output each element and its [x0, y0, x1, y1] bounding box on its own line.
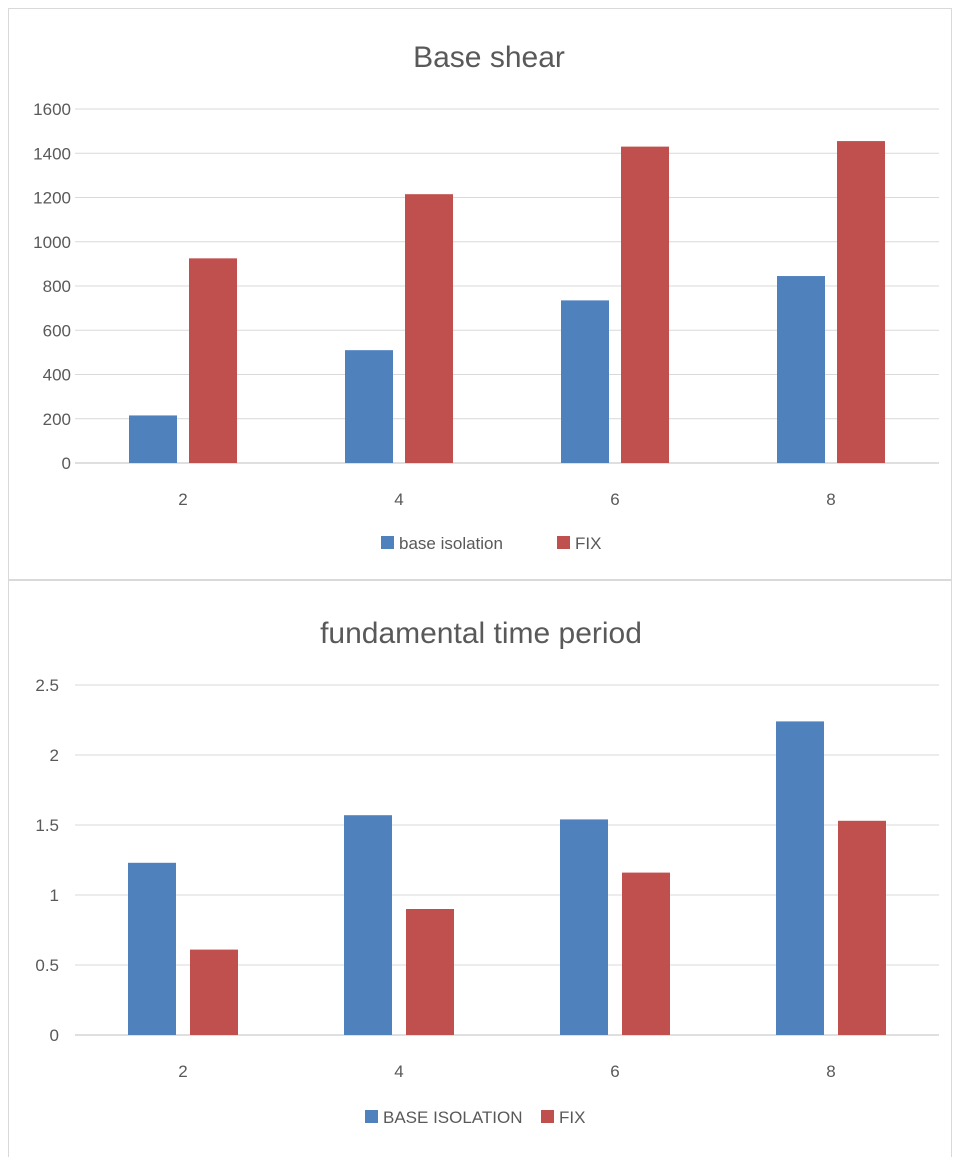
legend-swatch [557, 536, 570, 549]
y-tick-label: 200 [43, 410, 71, 429]
y-tick-label: 1000 [33, 233, 71, 252]
legend: base isolation FIX [381, 534, 601, 553]
x-tick-label: 4 [394, 1062, 403, 1081]
x-tick-label: 6 [610, 490, 619, 509]
y-tick-label: 600 [43, 321, 71, 340]
x-tick-label: 8 [826, 1062, 835, 1081]
y-tick-label: 2.5 [35, 676, 59, 695]
y-tick-label: 0 [62, 454, 71, 473]
bar-base-isolation-6 [561, 300, 609, 463]
bar-fix-4 [405, 194, 453, 463]
bar-base-isolation-8 [776, 721, 824, 1035]
legend: BASE ISOLATION FIX [365, 1108, 585, 1127]
legend-swatch [381, 536, 394, 549]
bar-fix-6 [621, 146, 669, 464]
time-period-chart-svg: fundamental time period 0 0.5 1 1.5 2 2.5 2 4 6… [35, 617, 939, 1127]
y-tick-label: 1600 [33, 100, 71, 119]
chart-title: Base shear [413, 41, 565, 74]
y-tick-label: 0 [50, 1026, 59, 1045]
y-tick-label: 1 [50, 886, 59, 905]
x-tick-label: 8 [826, 490, 835, 509]
base-shear-chart: Base shear 0 200 400 600 800 1000 1200 1400 1600… [8, 8, 952, 580]
bar-fix-2 [189, 258, 237, 463]
y-tick-labels: 0 200 400 600 800 1000 1200 1400 1600 [33, 100, 71, 473]
bar-base-isolation-4 [344, 815, 392, 1035]
legend-swatch [541, 1110, 554, 1123]
bar-fix-8 [837, 141, 885, 464]
bar-base-isolation-2 [128, 862, 176, 1035]
y-tick-label: 2 [50, 746, 59, 765]
x-tick-label: 2 [178, 490, 187, 509]
y-tick-label: 400 [43, 366, 71, 385]
y-tick-labels: 0 0.5 1 1.5 2 2.5 [35, 676, 59, 1045]
bars [128, 721, 886, 1035]
x-tick-labels: 2 4 6 8 [178, 1062, 835, 1081]
legend-label: BASE ISOLATION [383, 1108, 523, 1127]
y-tick-label: 1400 [33, 144, 71, 163]
bars [129, 141, 885, 464]
bar-base-isolation-4 [345, 350, 393, 463]
bar-base-isolation-8 [777, 276, 825, 463]
x-tick-label: 6 [610, 1062, 619, 1081]
y-tick-label: 800 [43, 277, 71, 296]
y-tick-label: 1200 [33, 189, 71, 208]
x-tick-labels: 2 4 6 8 [178, 490, 835, 509]
legend-label: FIX [559, 1108, 585, 1127]
bar-fix-6 [622, 872, 670, 1035]
bar-fix-8 [838, 820, 886, 1035]
y-tick-label: 1.5 [35, 816, 59, 835]
bar-base-isolation-6 [560, 819, 608, 1035]
bar-base-isolation-2 [129, 415, 177, 463]
bar-fix-4 [406, 909, 454, 1035]
time-period-chart: fundamental time period 0 0.5 1 1.5 2 2.5 2 4 6… [8, 580, 952, 1157]
legend-label: base isolation [399, 534, 503, 553]
x-tick-label: 4 [394, 490, 403, 509]
x-tick-label: 2 [178, 1062, 187, 1081]
y-tick-label: 0.5 [35, 956, 59, 975]
base-shear-chart-svg: Base shear 0 200 400 600 800 1000 1200 1400 1600… [33, 41, 939, 553]
legend-label: FIX [575, 534, 601, 553]
bar-fix-2 [190, 949, 238, 1035]
legend-swatch [365, 1110, 378, 1123]
chart-title: fundamental time period [320, 617, 642, 650]
